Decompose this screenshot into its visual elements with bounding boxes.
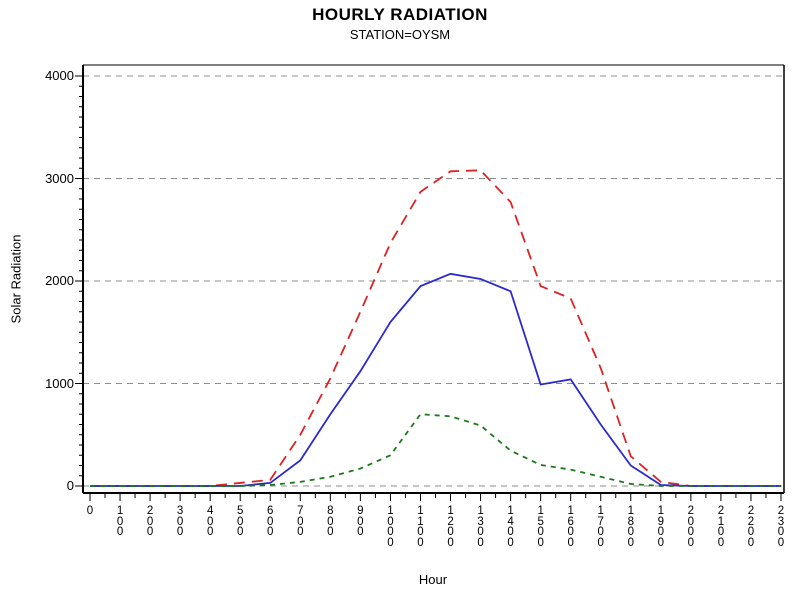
x-tick-label: 1 7 0 0 <box>597 505 604 549</box>
x-tick-label: 2 0 0 <box>146 505 154 538</box>
x-tick-label: 7 0 0 <box>297 505 304 538</box>
x-tick-label: 2 3 0 0 <box>777 505 785 549</box>
green-dashed-series <box>90 413 781 487</box>
y-tick-label: 0 <box>66 478 74 493</box>
x-tick-label: 2 1 0 0 <box>717 505 725 549</box>
y-tick-label: 3000 <box>45 170 74 186</box>
x-tick-label: 1 4 0 0 <box>507 505 514 549</box>
x-tick-label: 5 0 0 <box>237 505 244 538</box>
red-dashed-series <box>90 169 781 487</box>
x-tick-label: 1 8 0 0 <box>627 505 634 549</box>
x-tick-label: 4 0 0 <box>206 505 214 538</box>
y-tick-label: 4000 <box>45 68 74 83</box>
x-tick-label: 1 9 0 0 <box>657 505 665 549</box>
y-tick-label: 1000 <box>45 375 74 391</box>
x-tick-label: 2 2 0 0 <box>747 505 755 549</box>
x-tick-label: 1 3 0 0 <box>477 505 484 549</box>
x-tick-label: 0 <box>86 505 94 517</box>
x-tick-label: 3 0 0 <box>176 505 184 538</box>
chart-subtitle: STATION=OYSM <box>349 27 451 42</box>
x-tick-label: 1 1 0 0 <box>417 505 424 549</box>
chart-title: HOURLY RADIATION <box>312 5 488 24</box>
x-tick-label: 1 6 0 0 <box>567 505 574 549</box>
x-tick-label: 6 0 0 <box>267 505 274 538</box>
x-tick-label: 2 0 0 0 <box>687 505 695 549</box>
x-tick-label: 9 0 0 <box>357 505 364 538</box>
x-tick-label: 1 0 0 0 <box>387 505 394 549</box>
x-tick-label: 1 5 0 0 <box>537 505 544 549</box>
x-tick-label: 1 0 0 <box>116 505 124 538</box>
x-axis-label: Hour <box>418 572 448 587</box>
x-tick-label: 8 0 0 <box>327 505 334 538</box>
x-tick-label: 1 2 0 0 <box>447 505 454 549</box>
y-tick-label: 2000 <box>45 273 74 288</box>
blue-solid-series <box>90 272 781 487</box>
